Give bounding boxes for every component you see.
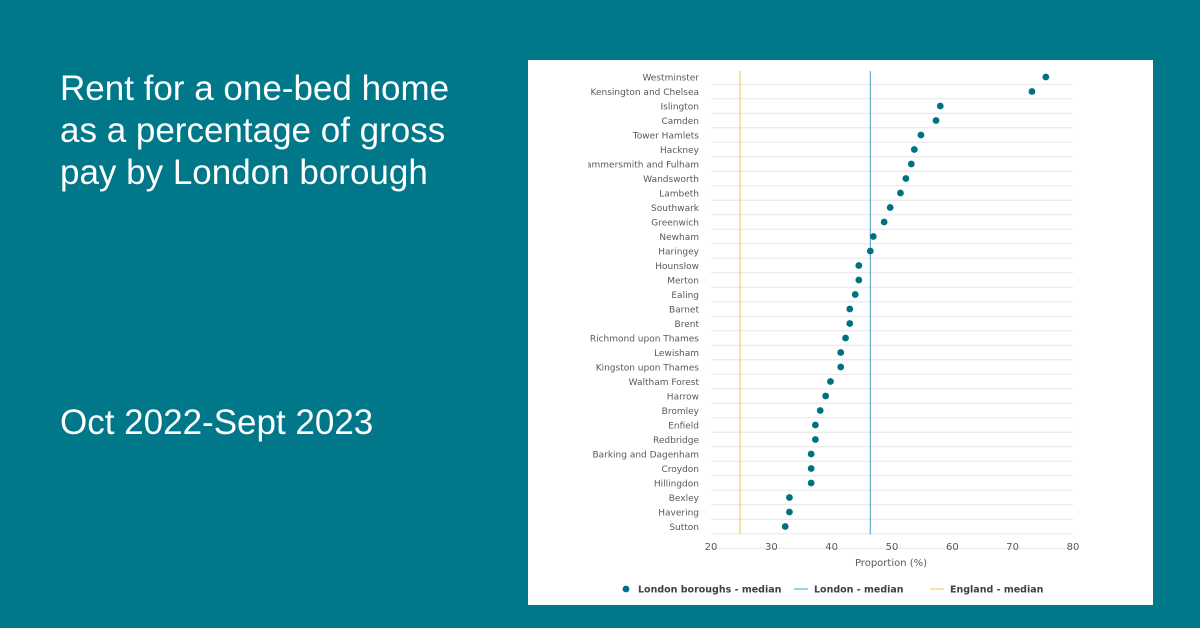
data-point xyxy=(1028,88,1036,95)
data-point xyxy=(842,334,849,342)
category-label: Haringey xyxy=(658,248,699,258)
category-label: Hackney xyxy=(660,146,700,156)
category-label: Newham xyxy=(659,233,699,243)
category-label: Hillingdon xyxy=(654,480,699,490)
x-tick-label: 30 xyxy=(765,542,778,553)
date-range: Oct 2022-Sept 2023 xyxy=(60,403,374,442)
chart-panel: Westminster Kensington and Chelsea Islingt… xyxy=(528,60,1153,605)
category-label: Camden xyxy=(661,117,699,127)
reference-lines xyxy=(739,71,871,535)
data-point xyxy=(846,320,854,327)
category-label: Harrow xyxy=(667,393,699,403)
x-tick-label: 50 xyxy=(886,542,899,553)
legend: London boroughs - median London - median E… xyxy=(622,585,1044,596)
data-point xyxy=(807,465,815,472)
page-title: Rent for a one-bed home as a percentage … xyxy=(60,69,450,192)
data-point xyxy=(897,189,904,197)
data-point xyxy=(855,262,863,269)
category-label: Redbridge xyxy=(653,436,699,446)
data-point xyxy=(902,175,910,182)
data-point xyxy=(886,204,894,211)
data-point xyxy=(880,218,888,226)
x-axis-title: Proportion (%) xyxy=(855,558,927,569)
legend-label: London boroughs - median xyxy=(638,585,782,596)
category-label: Barking and Dagenham xyxy=(592,451,699,461)
data-point xyxy=(851,291,859,298)
rent-proportion-chart: Westminster Kensington and Chelsea Islingt… xyxy=(579,71,1080,596)
data-point xyxy=(837,349,845,356)
data-point xyxy=(932,117,940,124)
category-label: Barnet xyxy=(669,306,699,316)
category-label: Kensington and Chelsea xyxy=(591,88,699,98)
data-point xyxy=(869,233,877,240)
category-label: Hammersmith and Fulham xyxy=(579,161,699,171)
category-label: Greenwich xyxy=(651,219,699,229)
data-point xyxy=(811,436,819,443)
data-point xyxy=(855,276,863,284)
category-label: Hounslow xyxy=(655,262,699,272)
data-point xyxy=(846,305,854,313)
category-label: Bexley xyxy=(669,494,700,504)
data-point xyxy=(827,378,834,385)
category-label: Sutton xyxy=(669,523,699,533)
x-tick-label: 60 xyxy=(946,542,959,553)
category-label: Havering xyxy=(658,509,699,519)
category-label: Southwark xyxy=(651,204,700,214)
data-point xyxy=(822,392,830,400)
data-point xyxy=(1042,73,1050,81)
data-point xyxy=(786,494,793,501)
category-label: Waltham Forest xyxy=(629,378,700,388)
category-label: Tower Hamlets xyxy=(632,132,700,142)
x-tick-label: 80 xyxy=(1067,542,1080,553)
data-point xyxy=(807,479,815,487)
category-label: Bromley xyxy=(662,407,700,417)
category-label: Lambeth xyxy=(659,190,699,200)
legend-label: London - median xyxy=(814,585,904,596)
category-label: Lewisham xyxy=(654,349,699,359)
legend-marker-points xyxy=(622,585,630,593)
x-tick-label: 70 xyxy=(1006,542,1019,553)
x-axis: 20 30 40 50 60 70 80 xyxy=(705,542,1080,553)
legend-label: England - median xyxy=(950,585,1044,596)
category-label: Westminster xyxy=(642,74,699,84)
grid-layer xyxy=(711,83,1073,549)
data-point xyxy=(816,407,824,414)
category-label: Kingston upon Thames xyxy=(596,364,700,374)
data-point xyxy=(907,160,915,168)
category-label: Richmond upon Thames xyxy=(590,335,699,345)
category-label: Islington xyxy=(660,103,699,113)
data-point xyxy=(910,146,918,153)
data-point xyxy=(807,450,815,458)
category-label: Brent xyxy=(675,320,700,330)
x-tick-label: 20 xyxy=(705,542,718,553)
data-point xyxy=(936,102,944,110)
data-point xyxy=(811,421,819,429)
category-label: Merton xyxy=(667,277,699,287)
data-point xyxy=(837,363,845,371)
data-point xyxy=(917,131,925,139)
category-label: Wandsworth xyxy=(643,175,699,185)
category-label: Croydon xyxy=(661,465,699,475)
data-point xyxy=(786,508,793,516)
data-point xyxy=(866,247,874,255)
data-point xyxy=(781,523,789,530)
category-label: Enfield xyxy=(668,422,699,432)
category-labels: Westminster Kensington and Chelsea Islingt… xyxy=(579,74,700,534)
data-points xyxy=(781,73,1050,530)
x-tick-label: 40 xyxy=(825,542,838,553)
category-label: Ealing xyxy=(671,291,699,301)
